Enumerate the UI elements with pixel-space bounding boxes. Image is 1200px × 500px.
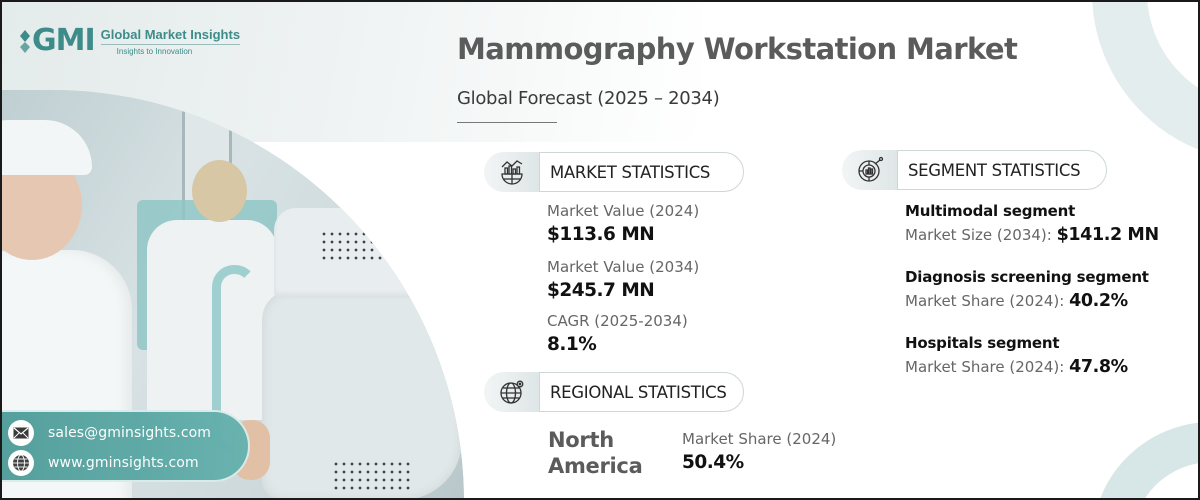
email-link[interactable]: sales@gminsights.com	[48, 425, 212, 441]
regional-statistics-header: REGIONAL STATISTICS	[484, 372, 744, 412]
market-statistics-heading: MARKET STATISTICS	[539, 152, 744, 192]
page-title: Mammography Workstation Market	[457, 32, 1018, 66]
segment-multimodal-stat: Market Size (2034): $141.2 MN	[905, 225, 1159, 245]
market-statistics-header: MARKET STATISTICS	[484, 152, 744, 192]
segment-diagnosis-value: 40.2%	[1069, 291, 1128, 311]
logo-mark: GMI	[18, 23, 96, 58]
cagr-label: CAGR (2025-2034)	[547, 312, 688, 330]
decorative-arc-top-right	[1092, 2, 1198, 162]
brand-tagline: Insights to Innovation	[116, 46, 193, 56]
segment-diagnosis-stat: Market Share (2024): 40.2%	[905, 291, 1128, 311]
segment-multimodal-value: $141.2 MN	[1056, 225, 1159, 245]
website-link[interactable]: www.gminsights.com	[48, 455, 199, 471]
globe-pin-icon	[484, 372, 539, 412]
market-value-2024: $113.6 MN	[547, 224, 655, 245]
segment-multimodal-title: Multimodal segment	[905, 202, 1076, 220]
regional-statistics-heading: REGIONAL STATISTICS	[539, 372, 744, 412]
segment-diagnosis-title: Diagnosis screening segment	[905, 268, 1149, 286]
market-value-2024-label: Market Value (2024)	[547, 202, 700, 220]
segment-hospitals-stat: Market Share (2024): 47.8%	[905, 357, 1128, 377]
segment-hospitals-value: 47.8%	[1069, 357, 1128, 377]
contact-email[interactable]: sales@gminsights.com	[8, 418, 248, 448]
globe-icon	[8, 450, 34, 476]
market-value-2034-label: Market Value (2034)	[547, 258, 700, 276]
segment-statistics-header: SEGMENT STATISTICS	[842, 150, 1107, 190]
contact-panel: sales@gminsights.com www.gminsights.com	[2, 410, 250, 482]
cagr-value: 8.1%	[547, 334, 597, 355]
logo-gmi-text: GMI	[32, 23, 96, 58]
decorative-arc-bottom-right	[1092, 422, 1198, 498]
contact-website[interactable]: www.gminsights.com	[8, 448, 248, 478]
market-value-2034: $245.7 MN	[547, 280, 655, 301]
gmi-logo[interactable]: GMI Global Market Insights Insights to I…	[18, 23, 241, 58]
region-name: North America	[548, 428, 643, 478]
segment-statistics-heading: SEGMENT STATISTICS	[897, 150, 1107, 190]
diamond-icon	[20, 30, 30, 53]
page-subtitle: Global Forecast (2025 – 2034)	[457, 88, 720, 109]
regional-share-value: 50.4%	[682, 452, 744, 473]
title-divider	[457, 122, 557, 123]
segment-chart-icon	[842, 150, 897, 190]
brand-name: Global Market Insights	[100, 27, 241, 45]
chart-globe-icon	[484, 152, 539, 192]
envelope-icon	[8, 420, 34, 446]
segment-hospitals-title: Hospitals segment	[905, 334, 1060, 352]
hero-photo-mammography	[2, 90, 464, 498]
regional-share-label: Market Share (2024)	[682, 430, 837, 448]
